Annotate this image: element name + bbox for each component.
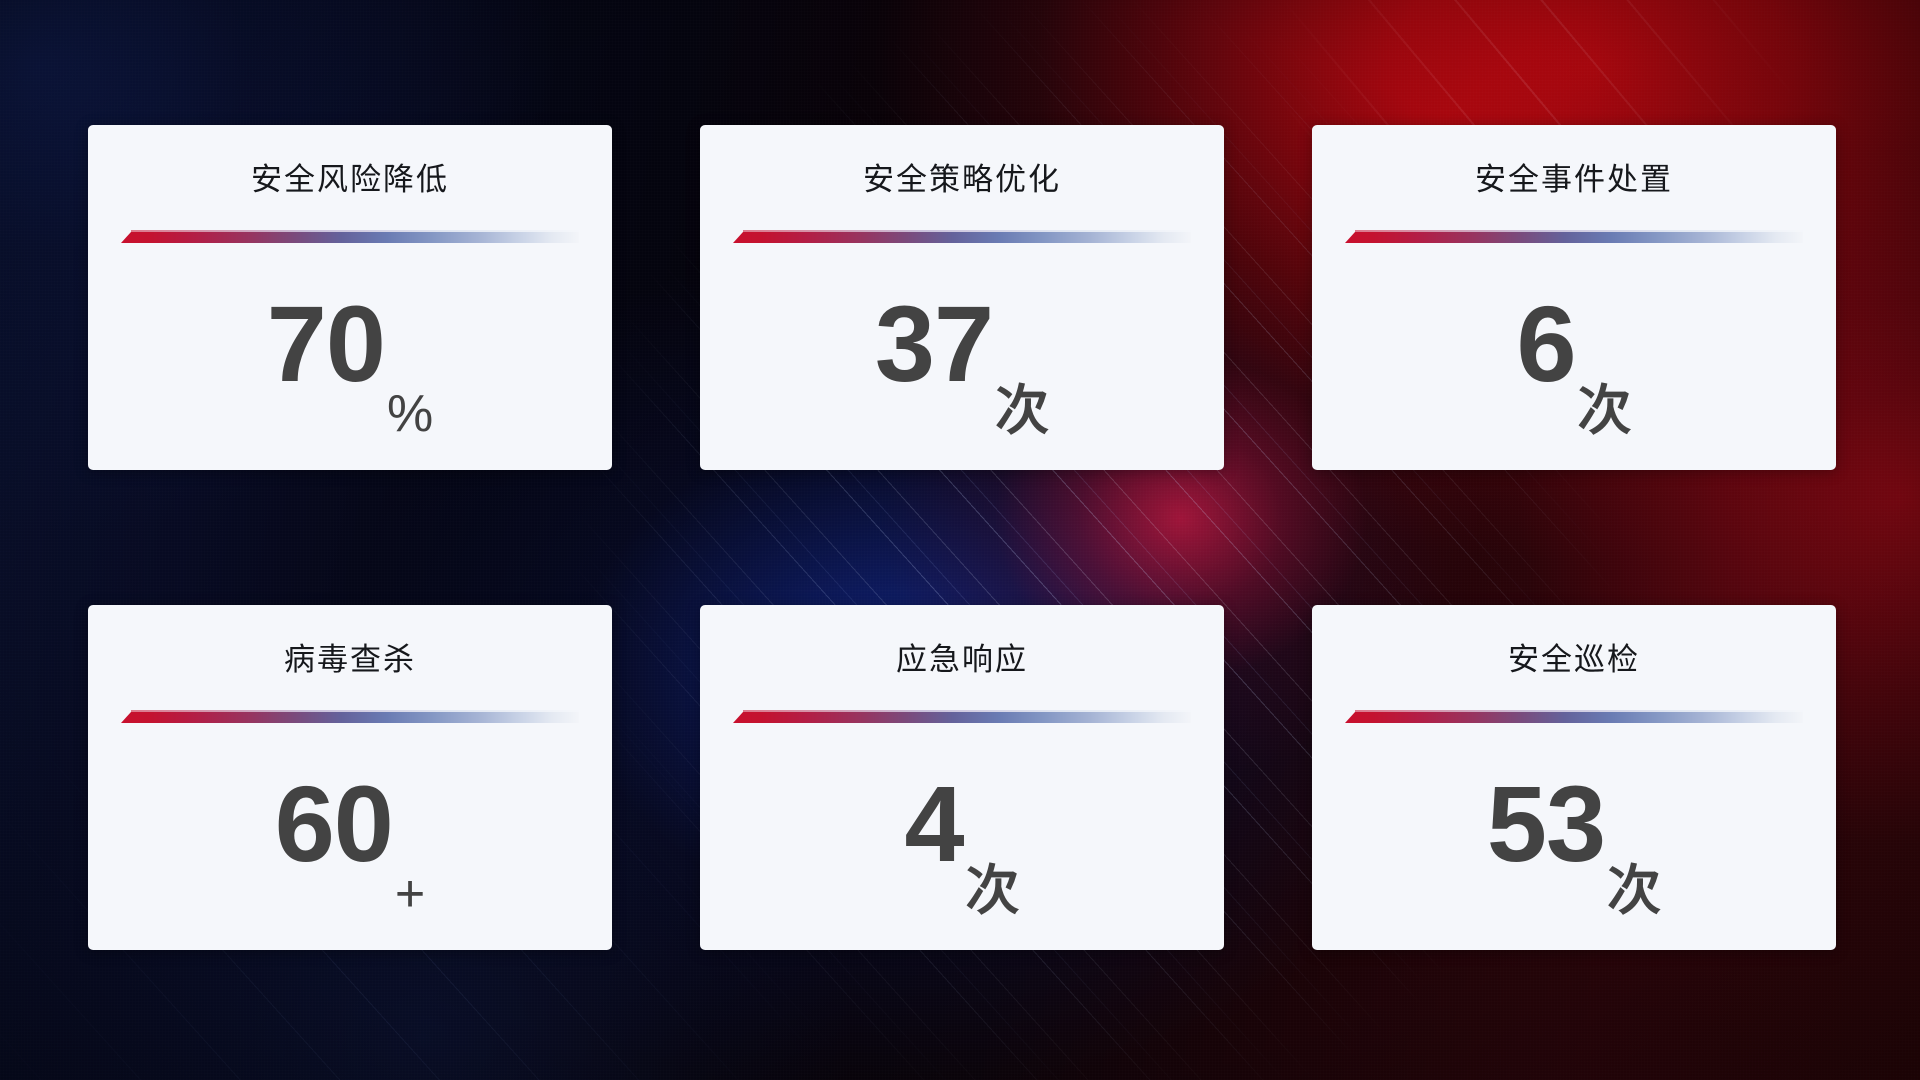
- metric-value: 53 次: [1312, 724, 1836, 950]
- metric-divider-bar: [1345, 712, 1803, 723]
- metric-card[interactable]: 应急响应 4 次: [700, 605, 1224, 950]
- metric-divider-highlight: [1355, 230, 1803, 232]
- metric-value: 60 +: [88, 724, 612, 950]
- metric-value: 4 次: [700, 724, 1224, 950]
- metric-value-number: 4: [904, 763, 964, 884]
- metric-divider: [121, 230, 579, 244]
- metric-title: 安全巡检: [1508, 642, 1640, 677]
- metric-card-grid: 安全风险降低 70 % 安全策略优化 37 次 安全事件处置: [88, 125, 1836, 970]
- metric-divider-highlight: [1355, 710, 1803, 712]
- metric-title: 应急响应: [896, 642, 1028, 677]
- metric-card[interactable]: 安全事件处置 6 次: [1312, 125, 1836, 470]
- metric-divider-highlight: [131, 710, 579, 712]
- metric-title: 安全策略优化: [863, 162, 1061, 197]
- metric-value-number: 6: [1516, 283, 1576, 404]
- metric-divider-bar: [121, 232, 579, 243]
- metric-divider-bar: [733, 232, 1191, 243]
- metric-divider: [121, 710, 579, 724]
- metric-divider-bar: [121, 712, 579, 723]
- metric-value-number: 70: [266, 283, 386, 404]
- metric-card[interactable]: 病毒查杀 60 +: [88, 605, 612, 950]
- metric-divider-highlight: [743, 710, 1191, 712]
- metric-divider: [1345, 230, 1803, 244]
- metric-value-unit: 次: [1577, 381, 1632, 441]
- metric-value-unit: %: [386, 385, 434, 443]
- metric-card[interactable]: 安全策略优化 37 次: [700, 125, 1224, 470]
- metric-value-number: 60: [274, 763, 394, 884]
- metric-divider: [733, 710, 1191, 724]
- metric-value: 6 次: [1312, 244, 1836, 470]
- metric-card[interactable]: 安全巡检 53 次: [1312, 605, 1836, 950]
- metric-divider-highlight: [131, 230, 579, 232]
- metric-card[interactable]: 安全风险降低 70 %: [88, 125, 612, 470]
- metric-value: 70 %: [88, 244, 612, 470]
- metric-value-number: 37: [874, 283, 994, 404]
- metric-title: 病毒查杀: [284, 642, 416, 677]
- metric-divider-highlight: [743, 230, 1191, 232]
- metric-value-unit: 次: [995, 381, 1050, 441]
- metric-divider: [1345, 710, 1803, 724]
- metric-value-unit: 次: [965, 861, 1020, 921]
- metric-value: 37 次: [700, 244, 1224, 470]
- metric-title: 安全风险降低: [251, 162, 449, 197]
- metric-value-unit: +: [394, 865, 426, 923]
- metric-divider-bar: [733, 712, 1191, 723]
- metric-title: 安全事件处置: [1475, 162, 1673, 197]
- metric-value-number: 53: [1486, 763, 1606, 884]
- metric-divider: [733, 230, 1191, 244]
- metric-divider-bar: [1345, 232, 1803, 243]
- metric-value-unit: 次: [1607, 861, 1662, 921]
